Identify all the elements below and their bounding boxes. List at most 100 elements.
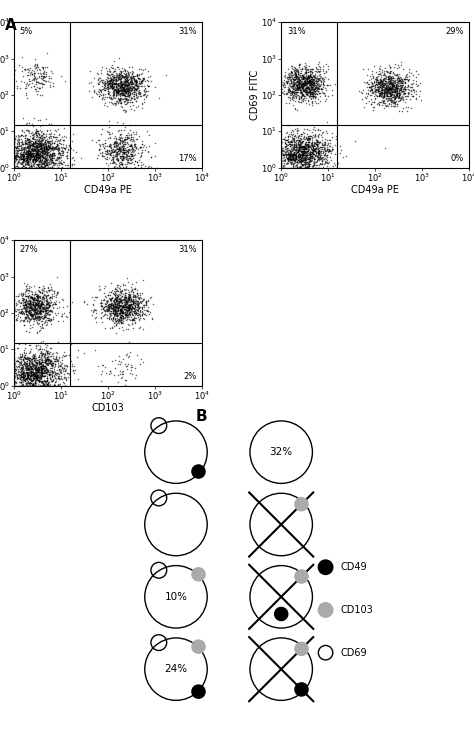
Point	[294, 145, 301, 157]
Point	[45, 156, 52, 168]
Point	[48, 154, 55, 166]
Point	[127, 82, 135, 94]
Point	[40, 311, 48, 323]
Point	[314, 79, 321, 91]
Point	[370, 82, 378, 94]
Point	[47, 130, 55, 142]
Point	[117, 132, 125, 143]
Point	[36, 140, 44, 151]
Point	[390, 94, 397, 106]
Point	[100, 293, 108, 305]
Point	[39, 380, 47, 392]
Point	[34, 289, 42, 301]
Point	[378, 75, 386, 86]
Point	[18, 305, 26, 317]
Point	[22, 158, 29, 170]
Point	[393, 91, 401, 103]
Point	[110, 92, 118, 103]
Point	[115, 307, 122, 319]
Point	[277, 144, 285, 156]
Point	[396, 84, 403, 96]
Point	[32, 378, 40, 389]
Point	[48, 370, 55, 382]
Point	[43, 47, 51, 59]
Point	[35, 158, 42, 170]
Point	[121, 90, 129, 102]
Point	[308, 75, 315, 86]
Point	[293, 78, 301, 90]
Point	[387, 65, 394, 77]
Point	[30, 299, 37, 311]
Point	[31, 304, 38, 316]
Point	[144, 293, 152, 305]
Point	[123, 313, 131, 324]
Point	[113, 308, 120, 320]
Point	[40, 303, 47, 315]
Point	[64, 149, 71, 161]
Point	[306, 69, 314, 81]
Point	[25, 161, 33, 173]
Point	[319, 78, 327, 89]
Point	[277, 140, 285, 152]
Point	[320, 143, 328, 155]
Point	[371, 83, 379, 95]
Point	[22, 138, 30, 150]
Point	[101, 147, 109, 159]
Point	[311, 67, 319, 79]
Point	[36, 313, 43, 325]
Point	[39, 295, 46, 307]
Point	[10, 372, 18, 384]
Point	[395, 77, 402, 89]
Point	[377, 81, 384, 93]
Point	[120, 124, 128, 136]
Point	[104, 144, 111, 156]
Point	[288, 78, 295, 89]
Point	[128, 296, 135, 307]
Point	[25, 302, 33, 313]
Point	[29, 372, 36, 384]
Point	[16, 147, 23, 159]
Point	[46, 380, 54, 392]
Point	[58, 145, 66, 157]
Point	[32, 380, 40, 392]
Point	[46, 297, 54, 309]
Point	[139, 89, 147, 101]
Point	[342, 150, 350, 162]
Point	[54, 287, 61, 299]
Point	[37, 305, 45, 317]
Point	[10, 375, 18, 387]
Point	[134, 69, 141, 81]
Point	[281, 146, 289, 158]
Point	[47, 282, 55, 293]
Point	[135, 84, 143, 96]
Point	[25, 148, 32, 160]
Point	[26, 304, 33, 316]
Point	[297, 140, 304, 151]
Point	[302, 81, 310, 93]
Point	[48, 148, 55, 160]
Point	[25, 151, 32, 163]
Point	[304, 82, 311, 94]
Point	[376, 89, 384, 101]
Point	[296, 155, 303, 167]
Point	[407, 81, 414, 92]
Point	[36, 297, 43, 309]
Point	[315, 128, 322, 140]
Point	[298, 89, 306, 101]
Point	[35, 370, 42, 381]
Point	[27, 160, 34, 172]
Point	[370, 89, 378, 101]
Point	[33, 141, 41, 153]
Point	[376, 85, 384, 97]
Point	[136, 304, 144, 316]
Point	[27, 357, 35, 369]
Point	[303, 133, 310, 145]
Point	[36, 147, 44, 159]
Point	[121, 98, 129, 110]
Point	[314, 81, 321, 92]
Point	[26, 380, 33, 392]
Point	[308, 92, 315, 104]
Point	[132, 296, 140, 307]
Point	[284, 142, 292, 154]
Point	[300, 141, 308, 153]
